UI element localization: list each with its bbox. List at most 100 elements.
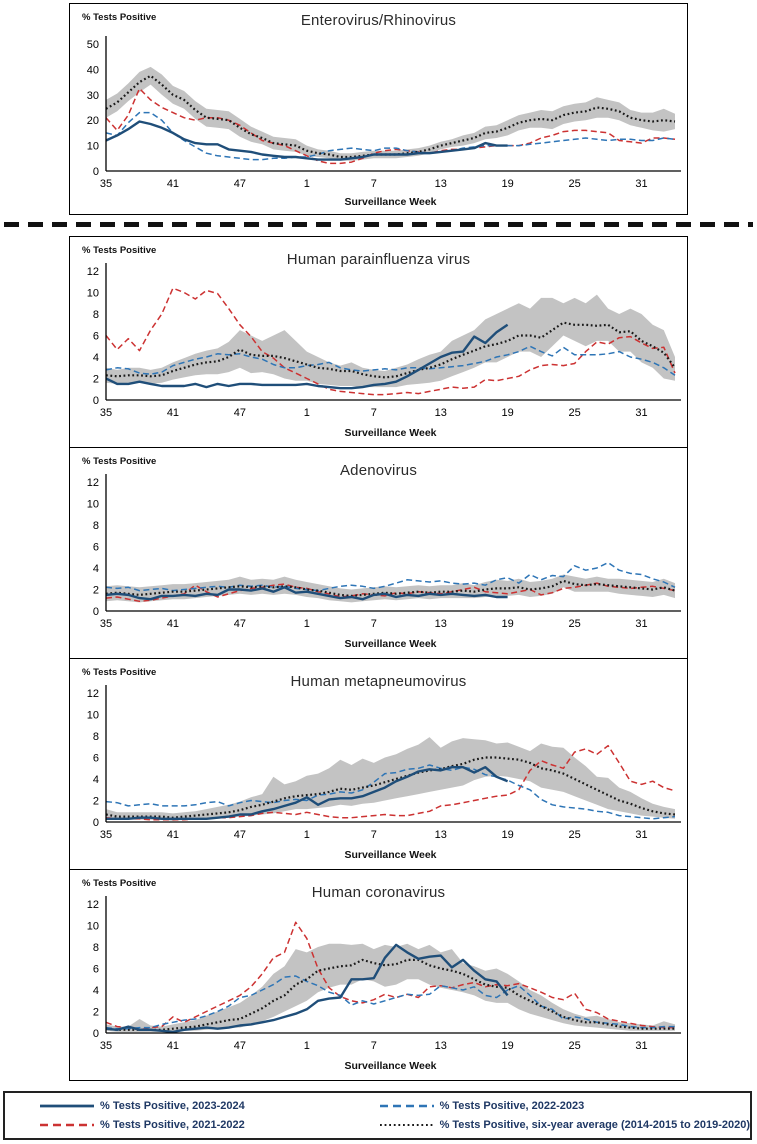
svg-text:4: 4 [93,352,99,364]
svg-text:1: 1 [304,1040,310,1052]
svg-text:50: 50 [87,39,99,51]
y-axis-ticks: 0 2 4 6 8 10 12 [87,266,99,407]
x-axis-ticks: 35 41 47 1 7 13 19 25 31 [100,178,648,190]
svg-text:10: 10 [87,499,99,511]
series-2022-2023 [105,561,676,592]
svg-text:2: 2 [93,585,99,597]
average-range-band [106,294,675,388]
svg-text:0: 0 [93,166,99,178]
svg-text:8: 8 [93,731,99,743]
svg-text:10: 10 [87,141,99,153]
y-axis-title: % Tests Positive [82,245,157,256]
svg-text:19: 19 [502,1040,514,1052]
svg-text:31: 31 [635,829,647,841]
series-2022-2023 [105,345,676,376]
series-2022-2023 [105,975,675,1030]
svg-text:19: 19 [502,618,514,630]
chart-human-metapneumovirus: % Tests Positive Human metapneumovirus 0… [69,658,688,870]
series-2021-2022 [105,287,676,396]
legend-item-2023-2024: % Tests Positive, 2023-2024 [38,1100,378,1112]
svg-text:31: 31 [635,618,647,630]
svg-text:12: 12 [87,266,99,278]
x-axis-title: Surveillance Week [344,196,437,208]
svg-text:41: 41 [167,1040,179,1052]
svg-text:47: 47 [234,618,246,630]
y-axis-title: % Tests Positive [82,878,157,889]
series-six-year-average [105,579,676,597]
svg-text:41: 41 [167,618,179,630]
svg-text:7: 7 [371,618,377,630]
chart-human-coronavirus: % Tests Positive Human coronavirus 0 2 4 6 8… [69,869,688,1081]
y-axis-ticks: 0 2 4 6 8 10 12 [87,688,99,829]
svg-text:10: 10 [87,710,99,722]
x-axis-ticks: 35 41 47 1 7 13 19 25 31 [100,1040,648,1052]
dashed-line-swatch-icon [379,1104,434,1108]
x-axis-ticks: 35 41 47 1 7 13 19 25 31 [100,407,648,419]
x-axis-title: Surveillance Week [344,1060,437,1072]
dotted-line-swatch-icon [379,1124,434,1126]
svg-text:47: 47 [234,1040,246,1052]
average-range-band [106,574,675,603]
svg-text:40: 40 [87,64,99,76]
chart-plot: 0 10 20 30 40 50 35 41 47 1 7 13 19 25 31 [87,36,681,190]
legend-label: % Tests Positive, 2023-2024 [100,1100,245,1112]
svg-text:6: 6 [93,542,99,554]
svg-text:1: 1 [304,178,310,190]
solid-line-swatch-icon [40,1104,94,1108]
y-axis-title: % Tests Positive [82,12,157,23]
legend-item-six-year-average: % Tests Positive, six-year average (2014… [378,1119,750,1131]
svg-text:2: 2 [93,796,99,808]
svg-text:4: 4 [93,563,99,575]
svg-text:7: 7 [371,1040,377,1052]
svg-text:6: 6 [93,331,99,343]
series-2023-2024 [105,120,508,161]
dashed-separator-line [4,222,753,227]
svg-text:10: 10 [87,921,99,933]
svg-text:25: 25 [568,407,580,419]
svg-text:41: 41 [167,829,179,841]
svg-text:13: 13 [435,407,447,419]
chart-legend: % Tests Positive, 2023-2024 % Tests Posi… [3,1091,752,1140]
chart-plot: 0 2 4 6 8 10 12 35 41 47 1 7 13 19 25 31 [87,896,681,1052]
chart-plot: 0 2 4 6 8 10 12 35 41 47 1 7 13 19 25 31 [87,474,681,630]
svg-text:7: 7 [371,407,377,419]
svg-text:31: 31 [635,178,647,190]
svg-text:25: 25 [568,829,580,841]
y-axis-title: % Tests Positive [82,667,157,678]
svg-text:25: 25 [568,618,580,630]
series-2023-2024 [105,586,508,601]
svg-text:19: 19 [502,407,514,419]
svg-text:35: 35 [100,618,112,630]
svg-text:8: 8 [93,520,99,532]
x-axis-title: Surveillance Week [344,849,437,861]
svg-text:2: 2 [93,374,99,386]
svg-text:4: 4 [93,774,99,786]
svg-text:12: 12 [87,477,99,489]
chart-title: Human coronavirus [311,884,446,901]
svg-text:41: 41 [167,178,179,190]
series-2022-2023 [105,111,676,161]
svg-text:1: 1 [304,618,310,630]
series-2021-2022 [105,744,676,821]
svg-text:20: 20 [87,115,99,127]
series-2023-2024 [105,943,509,1034]
legend-label: % Tests Positive, 2022-2023 [439,1100,585,1112]
chart-plot: 0 2 4 6 8 10 12 35 41 47 1 7 13 19 25 31 [87,685,681,841]
x-axis-title: Surveillance Week [344,427,437,439]
svg-text:6: 6 [93,753,99,765]
y-axis-title: % Tests Positive [82,456,157,467]
svg-text:30: 30 [87,90,99,102]
svg-text:25: 25 [568,178,580,190]
dashed-line-swatch-icon [40,1123,94,1127]
chart-title: Enterovirus/Rhinovirus [300,12,457,29]
x-axis-title: Surveillance Week [344,638,437,650]
svg-text:19: 19 [502,829,514,841]
svg-text:6: 6 [93,964,99,976]
series-six-year-average [105,321,676,379]
average-range-band [106,943,675,1032]
svg-text:10: 10 [87,288,99,300]
legend-item-2022-2023: % Tests Positive, 2022-2023 [378,1100,750,1112]
svg-text:0: 0 [93,395,99,407]
svg-text:1: 1 [304,407,310,419]
